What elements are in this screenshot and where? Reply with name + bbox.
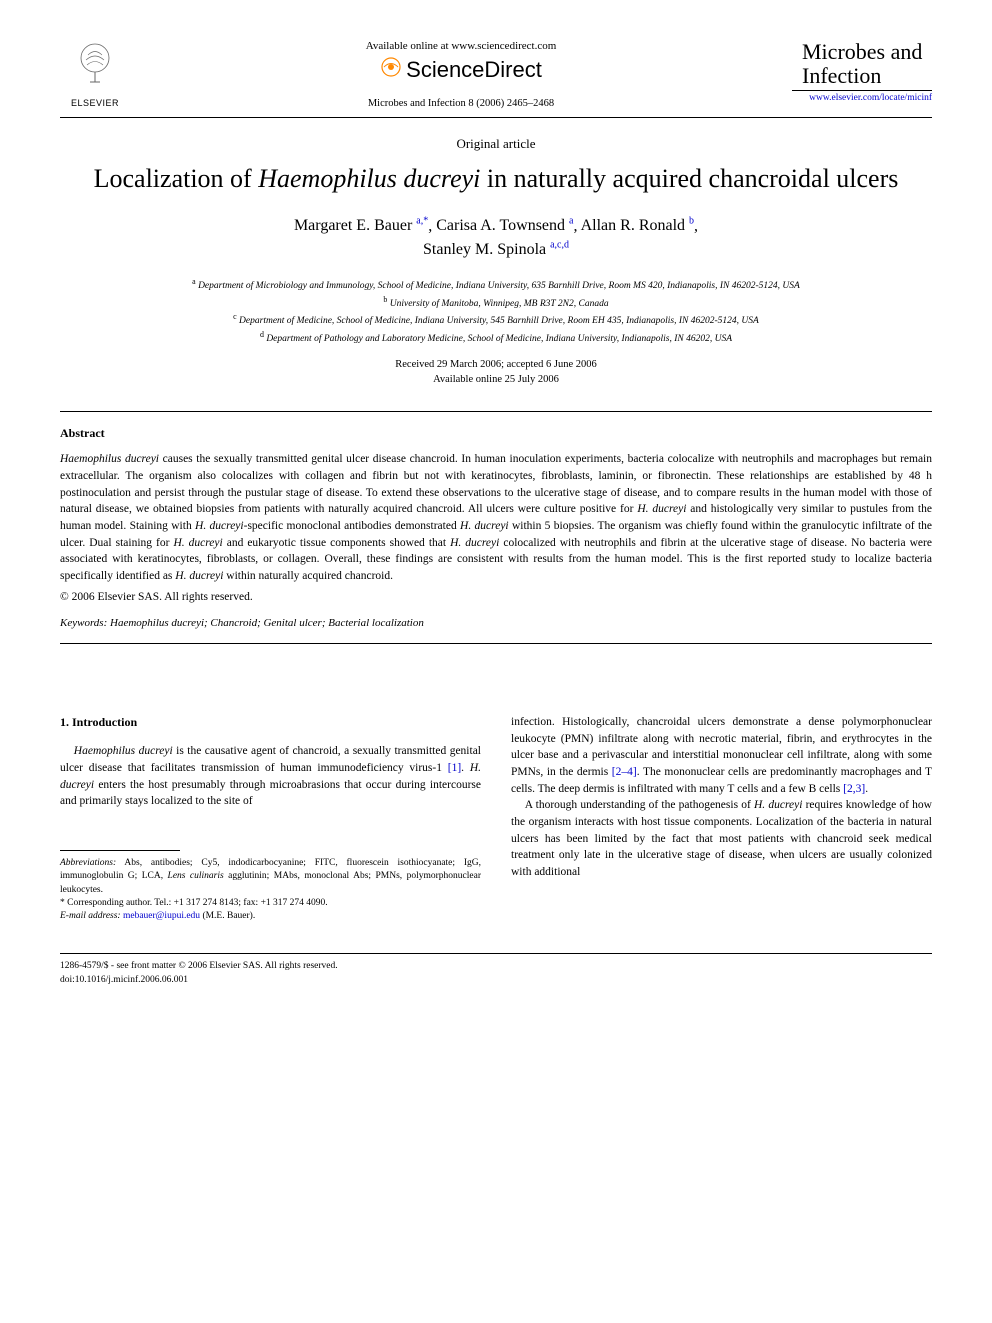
article-type: Original article xyxy=(60,136,932,152)
affiliation: c Department of Medicine, School of Medi… xyxy=(60,311,932,328)
keywords: Keywords: Haemophilus ducreyi; Chancroid… xyxy=(60,617,932,629)
author: Allan R. Ronald b xyxy=(581,217,694,234)
journal-title: Microbes and Infection xyxy=(792,40,932,91)
available-online-text: Available online at www.sciencedirect.co… xyxy=(130,40,792,52)
sciencedirect-logo: ScienceDirect xyxy=(130,56,792,84)
sd-swirl-icon xyxy=(380,56,402,84)
abstract-heading: Abstract xyxy=(60,426,932,441)
author: Margaret E. Bauer a,* xyxy=(294,217,428,234)
footer-text: 1286-4579/$ - see front matter © 2006 El… xyxy=(60,960,932,987)
journal-link[interactable]: www.elsevier.com/locate/micinf xyxy=(792,93,932,103)
footnote-separator xyxy=(60,850,180,851)
publisher-name: ELSEVIER xyxy=(60,98,130,108)
author: Stanley M. Spinola a,c,d xyxy=(423,241,569,258)
right-column: infection. Histologically, chancroidal u… xyxy=(511,714,932,924)
citation-line: Microbes and Infection 8 (2006) 2465–246… xyxy=(130,98,792,109)
section-heading: 1. Introduction xyxy=(60,714,481,731)
left-column: 1. Introduction Haemophilus ducreyi is t… xyxy=(60,714,481,924)
author: Carisa A. Townsend a xyxy=(436,217,573,234)
header-rule xyxy=(60,117,932,118)
elsevier-tree-icon xyxy=(60,40,130,96)
affiliation: a Department of Microbiology and Immunol… xyxy=(60,276,932,293)
article-title: Localization of Haemophilus ducreyi in n… xyxy=(60,162,932,196)
body-columns: 1. Introduction Haemophilus ducreyi is t… xyxy=(60,714,932,924)
footer-rule xyxy=(60,953,932,954)
affiliation: d Department of Pathology and Laboratory… xyxy=(60,329,932,346)
copyright-line: © 2006 Elsevier SAS. All rights reserved… xyxy=(60,591,932,603)
article-dates: Received 29 March 2006; accepted 6 June … xyxy=(60,358,932,387)
abbreviations: Abbreviations: Abs, antibodies; Cy5, ind… xyxy=(60,857,481,897)
publisher-logo: ELSEVIER xyxy=(60,40,130,108)
abstract-text: Haemophilus ducreyi causes the sexually … xyxy=(60,451,932,584)
journal-cover: Microbes and Infection www.elsevier.com/… xyxy=(792,40,932,103)
keywords-rule xyxy=(60,643,932,644)
corresponding-author: * Corresponding author. Tel.: +1 317 274… xyxy=(60,897,481,910)
body-paragraph: Haemophilus ducreyi is the causative age… xyxy=(60,743,481,810)
email-line: E-mail address: mebauer@iupui.edu (M.E. … xyxy=(60,910,481,923)
author-list: Margaret E. Bauer a,*, Carisa A. Townsen… xyxy=(60,214,932,263)
abstract-top-rule xyxy=(60,411,932,412)
body-paragraph: infection. Histologically, chancroidal u… xyxy=(511,714,932,797)
affiliations: a Department of Microbiology and Immunol… xyxy=(60,276,932,346)
footnotes: Abbreviations: Abs, antibodies; Cy5, ind… xyxy=(60,857,481,923)
body-paragraph: A thorough understanding of the pathogen… xyxy=(511,797,932,880)
email-link[interactable]: mebauer@iupui.edu xyxy=(123,911,200,921)
sd-name: ScienceDirect xyxy=(406,57,542,83)
page-header: ELSEVIER Available online at www.science… xyxy=(60,40,932,109)
affiliation: b University of Manitoba, Winnipeg, MB R… xyxy=(60,294,932,311)
center-header: Available online at www.sciencedirect.co… xyxy=(130,40,792,109)
